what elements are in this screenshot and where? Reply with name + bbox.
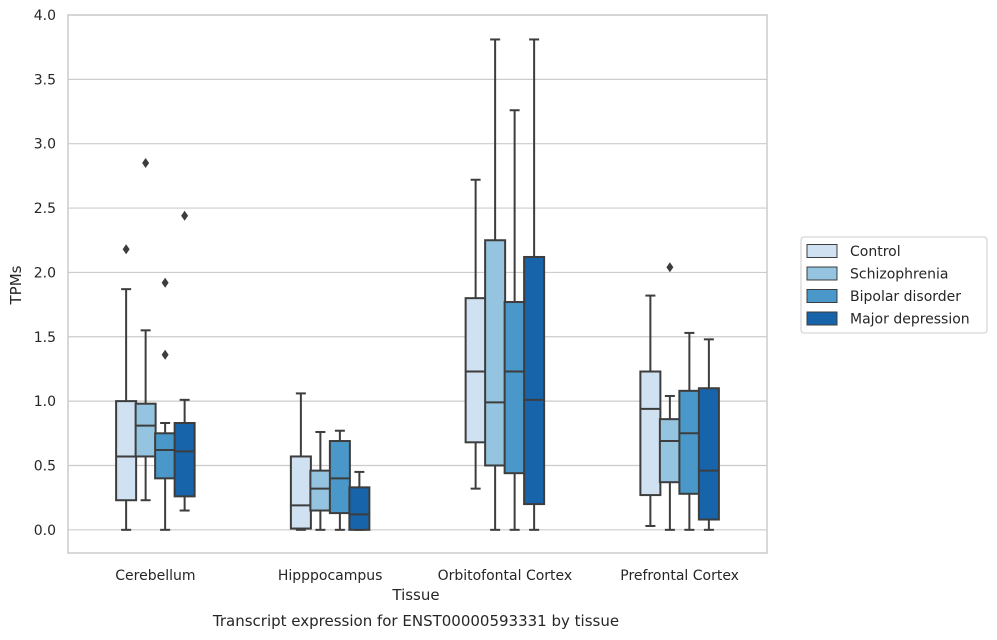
- y-tick-label: 0.5: [34, 458, 56, 474]
- box-bipolar-disorder: [328, 429, 351, 531]
- box-iqr: [464, 297, 487, 444]
- outlier-point: [122, 244, 130, 255]
- box-iqr: [697, 387, 720, 521]
- box-iqr: [503, 301, 526, 475]
- box-iqr: [658, 418, 681, 484]
- box-iqr: [523, 255, 546, 506]
- box-schizophrenia: [484, 38, 507, 531]
- y-tick-label: 1.5: [34, 330, 56, 346]
- y-tick-label: 1.0: [34, 394, 56, 410]
- box-major-depression: [348, 470, 371, 531]
- y-axis-ticks: 0.0 0.5 1.0 1.5 2.0 2.5 3.0 3.5 4.0: [34, 8, 56, 539]
- box-iqr: [639, 370, 662, 497]
- legend-label: Schizophrenia: [850, 267, 948, 283]
- box-iqr: [309, 469, 332, 512]
- y-tick-label: 3.5: [34, 72, 56, 88]
- legend: Control Schizophrenia Bipolar disorder Majo…: [800, 236, 988, 334]
- legend-swatch: [806, 244, 838, 258]
- box-schizophrenia: [658, 262, 681, 531]
- x-axis-ticks: Cerebellum Hipppocampus Orbitofontal Corte…: [115, 568, 739, 584]
- box-iqr: [348, 486, 371, 531]
- legend-label: Major depression: [850, 312, 970, 328]
- y-tick-label: 3.0: [34, 137, 56, 153]
- box-bipolar-disorder: [154, 277, 177, 531]
- y-tick-label: 0.0: [34, 523, 56, 539]
- legend-swatch: [806, 266, 838, 281]
- outlier-point: [666, 262, 674, 273]
- box-control: [464, 178, 487, 490]
- box-series: [115, 38, 720, 531]
- y-tick-label: 4.0: [34, 8, 56, 24]
- plot-frame: [67, 14, 768, 554]
- box-schizophrenia: [309, 431, 332, 531]
- box-bipolar-disorder: [678, 331, 701, 531]
- chart-caption: Transcript expression for ENST0000059333…: [212, 612, 619, 630]
- x-axis-title: Tissue: [391, 586, 439, 604]
- y-axis-title: TPMs: [7, 265, 25, 305]
- legend-label: Bipolar disorder: [850, 289, 961, 305]
- box-control: [639, 294, 662, 527]
- y-tick-label: 2.0: [34, 265, 56, 281]
- legend-swatch: [806, 289, 838, 303]
- box-iqr: [484, 239, 507, 467]
- box-iqr: [328, 440, 351, 515]
- box-major-depression: [523, 38, 546, 531]
- box-major-depression: [697, 338, 720, 531]
- outlier-point: [161, 349, 169, 360]
- box-iqr: [134, 402, 157, 458]
- x-tick-label: Orbitofontal Cortex: [438, 568, 573, 584]
- x-tick-label: Prefrontal Cortex: [620, 568, 739, 584]
- box-control: [289, 392, 312, 531]
- legend-label: Control: [850, 244, 901, 260]
- x-tick-label: Hipppocampus: [278, 568, 383, 584]
- outlier-point: [142, 158, 150, 169]
- box-iqr: [173, 422, 196, 498]
- y-tick-label: 2.5: [34, 201, 56, 217]
- box-schizophrenia: [134, 158, 157, 502]
- box-iqr: [154, 432, 177, 480]
- outlier-point: [161, 277, 169, 288]
- box-iqr: [115, 400, 138, 502]
- box-major-depression: [173, 210, 196, 512]
- x-tick-label: Cerebellum: [115, 568, 195, 584]
- box-iqr: [289, 455, 312, 530]
- legend-frame: [800, 236, 988, 334]
- legend-swatch: [806, 311, 838, 326]
- box-iqr: [678, 389, 701, 495]
- outlier-point: [181, 210, 189, 221]
